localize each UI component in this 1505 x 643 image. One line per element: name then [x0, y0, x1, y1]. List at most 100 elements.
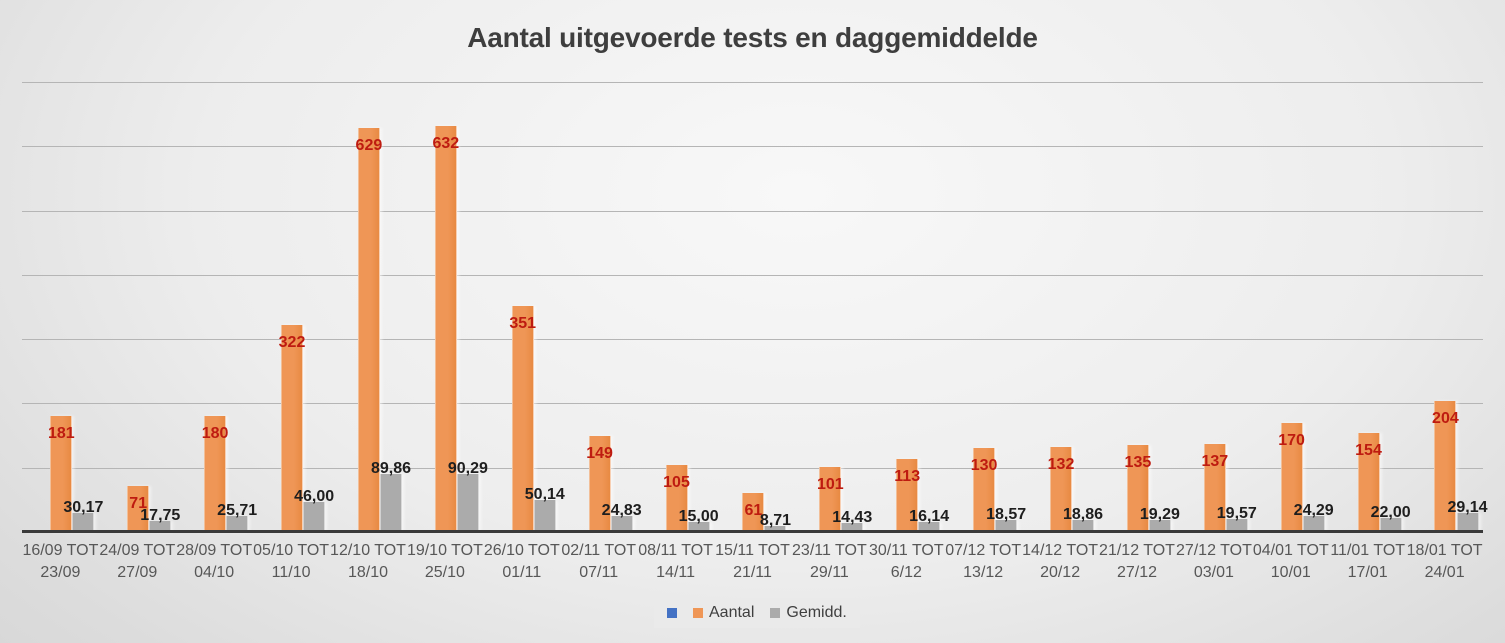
bar-gemiddeld — [379, 474, 402, 532]
bar-aantal — [1126, 445, 1149, 532]
x-label-line2: 01/11 — [502, 564, 542, 581]
label-aantal: 113 — [894, 468, 921, 486]
label-aantal: 322 — [278, 334, 306, 351]
bar-gemiddeld — [226, 515, 249, 532]
gridline — [22, 82, 1483, 83]
bar-gemiddeld — [841, 522, 864, 532]
legend-item-gemidd: Gemidd. — [770, 604, 847, 622]
label-aantal: 351 — [509, 315, 537, 333]
bar-gemiddeld — [149, 520, 172, 532]
label-aantal: 137 — [1201, 452, 1229, 470]
bar-gemiddeld — [303, 502, 326, 532]
x-label-line1: 04/01 TOT — [1252, 542, 1329, 559]
x-axis-label: 15/11 TOT 21/11 — [715, 540, 790, 584]
x-label-line2: 24/01 — [1424, 564, 1465, 581]
label-aantal: 180 — [201, 425, 229, 443]
bar-aantal — [588, 436, 611, 532]
bar-aantal — [1203, 443, 1226, 532]
x-axis-label: 26/10 TOT 01/11 — [484, 540, 560, 584]
x-label-line2: 13/12 — [963, 564, 1004, 581]
x-label-line2: 03/01 — [1193, 564, 1234, 581]
label-aantal: 629 — [355, 136, 383, 154]
x-label-line2: 17/01 — [1347, 564, 1388, 581]
x-axis-label: 23/11 TOT 29/11 — [792, 540, 867, 584]
legend-item-hidden-series — [667, 608, 677, 618]
label-gemiddeld: 14,43 — [832, 508, 873, 526]
x-axis-label: 16/09 TOT 23/09 — [22, 540, 98, 584]
bar-aantal — [50, 415, 73, 532]
bar-aantal — [1434, 400, 1457, 532]
label-gemiddeld: 30,17 — [63, 498, 104, 516]
bar-aantal — [742, 492, 765, 532]
label-gemiddeld: 16,14 — [909, 507, 950, 525]
x-label-line1: 08/11 TOT — [638, 542, 713, 559]
x-label-line2: 07/11 — [579, 564, 619, 581]
x-axis-line — [22, 530, 1483, 533]
label-aantal: 132 — [1047, 456, 1075, 474]
bar-aantal — [665, 464, 688, 532]
bar-gemiddeld — [72, 512, 95, 532]
label-aantal: 105 — [663, 473, 690, 491]
label-gemiddeld: 8,71 — [759, 512, 792, 530]
label-gemiddeld: 24,83 — [601, 502, 642, 519]
x-label-line1: 05/10 TOT — [253, 542, 330, 559]
x-axis-label: 19/10 TOT 25/10 — [407, 540, 483, 584]
x-axis-label: 04/01 TOT 10/01 — [1253, 540, 1329, 584]
legend-label: Aantal — [709, 604, 755, 621]
x-axis-label: 02/11 TOT 07/11 — [561, 540, 636, 584]
label-gemiddeld: 90,29 — [447, 460, 488, 477]
label-aantal: 170 — [1278, 431, 1305, 449]
x-label-line1: 16/09 TOT — [22, 542, 99, 559]
bar-aantal — [357, 127, 380, 532]
bar-aantal — [1049, 447, 1072, 532]
x-label-line1: 14/12 TOT — [1022, 542, 1099, 559]
legend-label: Gemidd. — [786, 604, 847, 621]
label-aantal: 181 — [47, 424, 75, 442]
legend-swatch-icon — [693, 608, 703, 618]
label-gemiddeld: 24,29 — [1293, 502, 1334, 520]
label-aantal: 204 — [1432, 409, 1459, 427]
bar-gemiddeld — [687, 522, 710, 532]
x-label-line2: 18/10 — [347, 564, 389, 581]
label-gemiddeld: 22,00 — [1370, 503, 1411, 521]
x-label-line2: 04/10 — [194, 564, 235, 581]
legend-item-aantal: Aantal — [693, 604, 754, 622]
x-axis-label: 18/01 TOT 24/01 — [1407, 540, 1483, 584]
x-label-line1: 12/10 TOT — [330, 542, 406, 559]
legend: Aantal Gemidd. — [654, 598, 860, 628]
legend-swatch-icon — [770, 608, 781, 618]
bar-gemiddeld — [764, 526, 787, 532]
label-aantal: 154 — [1355, 442, 1382, 459]
x-label-line2: 27/12 — [1116, 564, 1158, 581]
gridline — [22, 210, 1483, 212]
bar-aantal — [434, 125, 457, 532]
label-aantal: 149 — [586, 445, 613, 463]
x-label-line1: 28/09 TOT — [176, 542, 253, 559]
x-label-line1: 26/10 TOT — [483, 542, 560, 559]
bar-gemiddeld — [1379, 517, 1402, 532]
label-aantal: 632 — [432, 134, 460, 152]
label-gemiddeld: 18,86 — [1062, 505, 1104, 523]
x-axis-label: 08/11 TOT 14/11 — [638, 540, 713, 584]
x-label-line2: 29/11 — [809, 564, 849, 581]
x-axis-label: 11/01 TOT 17/01 — [1330, 540, 1405, 584]
x-label-line1: 19/10 TOT — [406, 542, 483, 559]
x-axis-label: 30/11 TOT 6/12 — [869, 540, 944, 584]
bar-aantal — [973, 448, 996, 532]
x-label-line1: 23/11 TOT — [792, 542, 867, 559]
x-label-line2: 10/01 — [1270, 564, 1311, 581]
bar-aantal — [1357, 433, 1380, 532]
x-label-line1: 02/11 TOT — [561, 542, 637, 559]
x-label-line2: 25/10 — [424, 564, 465, 581]
label-gemiddeld: 50,14 — [524, 485, 565, 503]
x-label-line2: 27/09 — [117, 564, 158, 581]
bar-aantal — [1280, 422, 1303, 532]
bar-gemiddeld — [1456, 513, 1479, 532]
bar-gemiddeld — [995, 520, 1018, 532]
x-axis-label: 24/09 TOT 27/09 — [99, 540, 175, 584]
gridline — [22, 339, 1483, 341]
bar-aantal — [896, 459, 919, 532]
chart-title: Aantal uitgevoerde tests en daggemiddeld… — [467, 22, 1038, 53]
x-label-line1: 30/11 TOT — [868, 542, 944, 559]
